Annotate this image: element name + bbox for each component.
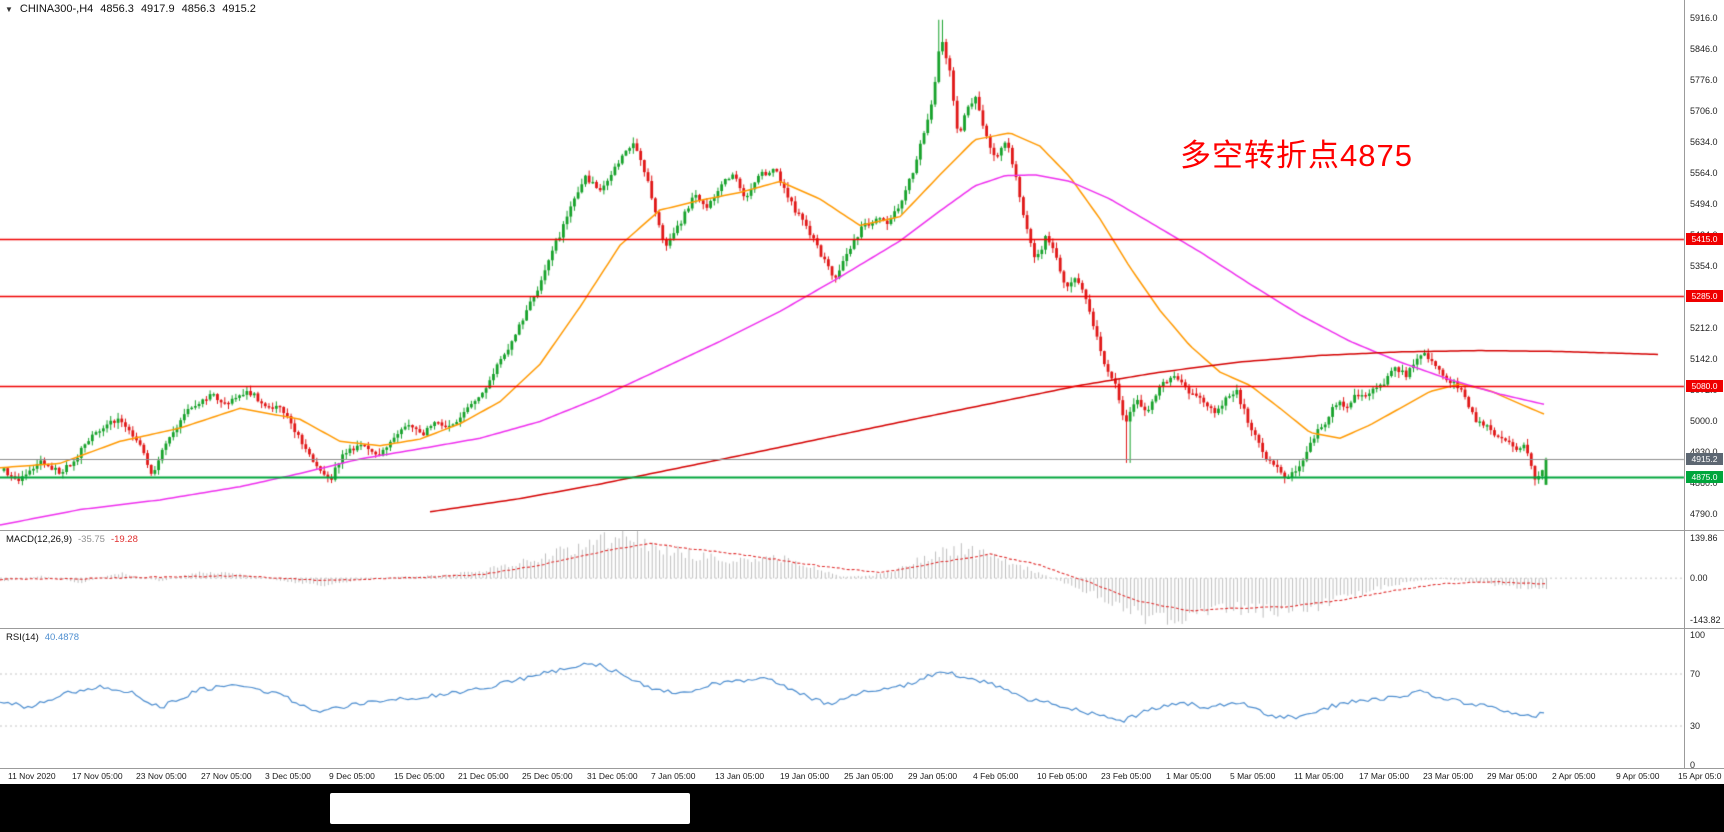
rsi-axis-label: 0 — [1690, 760, 1696, 770]
rsi-axis-label: 100 — [1690, 630, 1706, 640]
time-axis-label: 25 Jan 05:00 — [844, 771, 894, 781]
time-axis-label: 9 Apr 05:00 — [1616, 771, 1660, 781]
symbol-period-label: CHINA300-,H4 — [19, 3, 94, 15]
price-axis-label: 5706.0 — [1690, 105, 1718, 116]
price-axis-label: 5142.0 — [1690, 353, 1718, 364]
macd-axis-label: 139.86 — [1690, 532, 1718, 543]
bottom-black-bar — [0, 784, 1724, 832]
macd-axis-label: -143.82 — [1690, 615, 1721, 625]
time-axis-label: 21 Dec 05:00 — [458, 771, 509, 781]
chart-title: ▼ CHINA300-,H4 4856.3 4917.9 4856.3 4915… — [5, 3, 256, 15]
time-axis-label: 2 Apr 05:00 — [1552, 771, 1596, 781]
time-axis-label: 7 Jan 05:00 — [651, 771, 696, 781]
time-axis-label: 17 Nov 05:00 — [72, 771, 123, 781]
macd-panel-splitter[interactable] — [0, 530, 1724, 531]
time-axis-label: 4 Feb 05:00 — [973, 771, 1019, 781]
rsi-canvas[interactable] — [0, 629, 1684, 768]
macd-indicator-label: MACD(12,26,9) -35.75 -19.28 — [6, 534, 138, 545]
macd-axis-label: 0.00 — [1690, 573, 1708, 584]
time-axis-label: 11 Nov 2020 — [8, 771, 56, 781]
rsi-axis-label: 30 — [1690, 721, 1701, 731]
time-axis-label: 29 Jan 05:00 — [908, 771, 958, 781]
macd-signal-value: -19.28 — [110, 534, 138, 545]
ohlc-open: 4856.3 — [100, 3, 134, 15]
rsi-indicator-label: RSI(14) 40.4878 — [6, 632, 79, 643]
time-axis-label: 5 Mar 05:00 — [1230, 771, 1276, 781]
time-axis-label: 9 Dec 05:00 — [329, 771, 375, 781]
time-axis-label: 11 Mar 05:00 — [1294, 771, 1344, 781]
time-axis-label: 29 Mar 05:00 — [1487, 771, 1538, 781]
macd-canvas[interactable] — [0, 531, 1684, 628]
time-axis-label: 19 Jan 05:00 — [780, 771, 830, 781]
time-axis-label: 1 Mar 05:00 — [1166, 771, 1212, 781]
time-axis-label: 23 Feb 05:00 — [1101, 771, 1152, 781]
ohlc-close: 4915.2 — [222, 3, 256, 15]
caption-box — [330, 793, 690, 824]
price-axis-label: 5846.0 — [1690, 43, 1718, 54]
time-axis-label: 25 Dec 05:00 — [522, 771, 573, 781]
macd-name: MACD(12,26,9) — [6, 534, 72, 545]
time-axis-separator — [0, 768, 1724, 769]
price-axis-label: 5000.0 — [1690, 416, 1718, 427]
price-axis-separator — [1684, 0, 1685, 768]
price-axis-label: 5212.0 — [1690, 323, 1718, 334]
time-axis-label: 23 Nov 05:00 — [136, 771, 187, 781]
rsi-value: 40.4878 — [44, 632, 80, 643]
ohlc-high: 4917.9 — [140, 3, 175, 15]
time-axis-label: 10 Feb 05:00 — [1037, 771, 1088, 781]
rsi-panel-splitter[interactable] — [0, 628, 1724, 629]
time-axis-label: 13 Jan 05:00 — [715, 771, 765, 781]
time-axis-label: 27 Nov 05:00 — [201, 771, 252, 781]
rsi-name: RSI(14) — [6, 632, 39, 643]
chart-dropdown-icon[interactable]: ▼ — [5, 4, 13, 14]
level-badge-4875.0[interactable]: 4875.0 — [1686, 470, 1723, 483]
time-axis-label: 31 Dec 05:00 — [587, 771, 638, 781]
level-badge-5415.0[interactable]: 5415.0 — [1686, 232, 1723, 245]
price-axis-label: 4860.0 — [1690, 478, 1718, 489]
time-axis-label: 3 Dec 05:00 — [265, 771, 311, 781]
time-axis-label: 15 Dec 05:00 — [394, 771, 445, 781]
time-axis-label: 17 Mar 05:00 — [1359, 771, 1410, 781]
current-price-badge: 4915.2 — [1686, 452, 1723, 465]
annotation-text: 多空转折点4875 — [1180, 138, 1413, 173]
main-price-canvas[interactable] — [0, 0, 1724, 530]
price-axis-label: 4790.0 — [1690, 509, 1718, 519]
price-axis-label: 5634.0 — [1690, 137, 1718, 148]
ohlc-low: 4856.3 — [181, 3, 216, 15]
price-axis-label: 5494.0 — [1690, 198, 1718, 209]
rsi-axis-label: 70 — [1690, 669, 1701, 679]
price-axis-label: 5916.0 — [1690, 13, 1718, 23]
time-axis-label: 15 Apr 05:0 — [1678, 771, 1722, 781]
time-axis-label: 23 Mar 05:00 — [1423, 771, 1474, 781]
price-axis-label: 5776.0 — [1690, 74, 1718, 85]
level-badge-5285.0[interactable]: 5285.0 — [1686, 289, 1723, 302]
price-axis-label: 5564.0 — [1690, 168, 1718, 179]
level-badge-5080.0[interactable]: 5080.0 — [1686, 380, 1723, 393]
price-axis-label: 5354.0 — [1690, 260, 1718, 271]
price-axis-label: 4930.0 — [1690, 447, 1718, 457]
macd-main-value: -35.75 — [78, 534, 105, 545]
